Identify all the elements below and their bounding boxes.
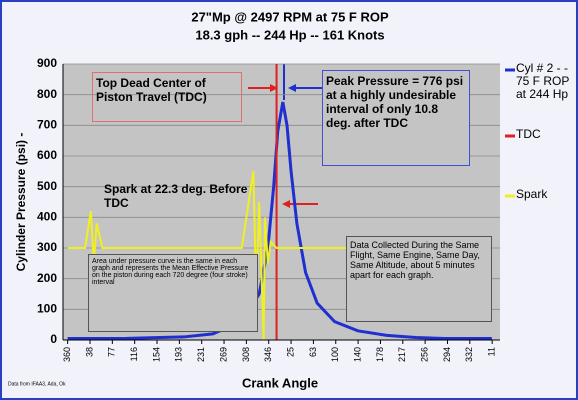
legend-label: Cyl # 2 - - 75 F ROP at 244 Hp [516,62,570,101]
annotation: Data Collected During the Same Flight, S… [346,236,492,322]
annotation: Area under pressure curve is the same in… [88,254,258,332]
legend-label: TDC [516,128,541,141]
y-tick-label: 100 [37,302,57,316]
x-tick-label: 193 [174,347,184,362]
x-tick-label: 116 [129,347,139,361]
x-tick-label: 178 [375,347,385,362]
x-tick-label: 100 [330,347,340,362]
chart-title: 27"Mp @ 2497 RPM at 75 F ROP [191,9,389,24]
x-tick-label: 294 [442,347,452,362]
x-tick-label: 217 [397,347,407,362]
y-tick-label: 300 [37,240,57,254]
x-axis-label: Crank Angle [242,375,318,390]
legend-entry: Spark [516,188,548,201]
x-tick-label: 231 [196,347,206,362]
y-tick-label: 600 [37,148,57,162]
chart-subtitle: 18.3 gph -- 244 Hp -- 161 Knots [195,27,384,42]
x-tick-label: 346 [263,347,273,362]
x-tick-label: 38 [84,347,94,357]
x-tick-label: 77 [107,347,117,357]
x-tick-label: 332 [464,347,474,362]
annotation: Spark at 22.3 deg. Before TDC [104,182,248,210]
y-tick-label: 200 [37,271,57,285]
x-tick-label: 154 [151,347,161,362]
y-tick-label: 0 [50,332,57,346]
arrow-head [288,84,296,92]
y-tick-label: 900 [37,56,57,70]
y-tick-label: 700 [37,118,57,132]
x-tick-label: 25 [285,347,295,357]
y-tick-label: 800 [37,87,57,101]
arrow-head [282,200,290,208]
x-tick-label: 308 [241,347,251,362]
x-tick-label: 11 [487,347,497,356]
x-tick-label: 140 [352,347,362,362]
annotation: Peak Pressure = 776 psi at a highly unde… [322,70,470,166]
x-tick-label: 360 [62,347,72,362]
y-axis-label: Cylinder Pressure (psi) - [14,133,28,272]
y-tick-label: 500 [37,179,57,193]
legend-entry: Cyl # 2 - - 75 F ROP at 244 Hp [516,62,570,101]
arrow-head [270,84,278,92]
x-tick-label: 269 [218,347,228,362]
legend-label: Spark [516,188,548,201]
x-tick-label: 63 [308,347,318,357]
x-tick-label: 256 [420,347,430,362]
source: Data from IFAA3, Ada, Ok [8,381,66,387]
y-tick-label: 400 [37,210,57,224]
legend-entry: TDC [516,128,541,141]
annotation: Top Dead Center of Piston Travel (TDC) [92,72,242,122]
